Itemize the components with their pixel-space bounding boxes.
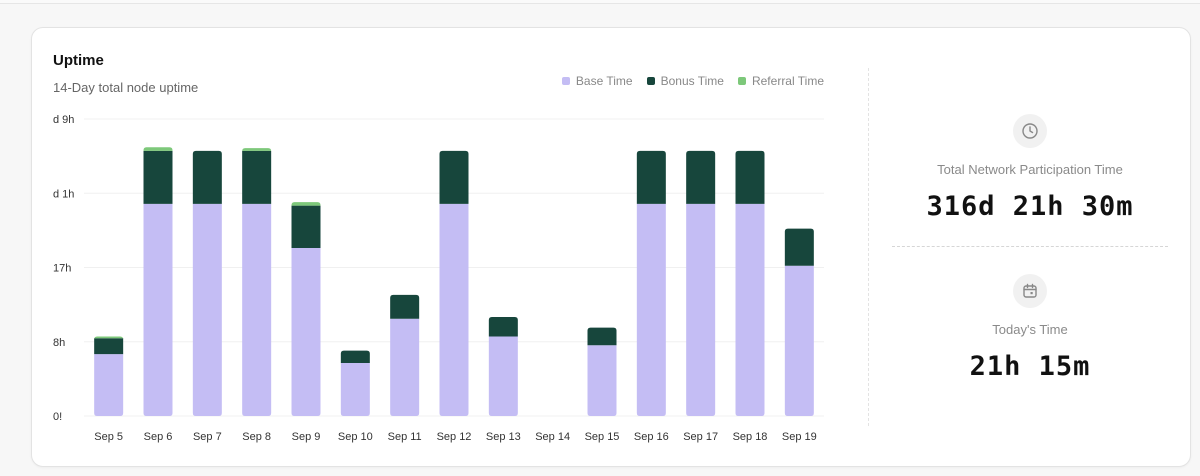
y-tick-label: 8h: [53, 337, 65, 349]
legend-swatch-referral: [737, 77, 746, 85]
total-participation-stat: Total Network Participation Time 316d 21…: [892, 114, 1168, 222]
bar-segment-bonus-time: [735, 150, 765, 204]
bar-segment-referral-time: [94, 336, 124, 340]
x-tick-label: Sep 16: [634, 431, 669, 443]
bar-segment-base-time: [242, 203, 272, 416]
legend-label-bonus: Bonus Time: [660, 74, 724, 88]
bar-segment-base-time: [94, 354, 124, 416]
x-tick-label: Sep 17: [683, 431, 718, 443]
bar-segment-bonus-time: [143, 150, 173, 204]
bar-segment-bonus-time: [686, 150, 716, 204]
card-title: Uptime: [53, 52, 104, 69]
bar-segment-bonus-time: [340, 350, 370, 363]
calendar-icon: [1013, 274, 1047, 308]
bar-segment-bonus-time: [636, 150, 666, 204]
bar-segment-base-time: [439, 203, 469, 416]
todays-time-value: 21h 15m: [969, 351, 1091, 382]
todays-time-stat: Today's Time 21h 15m: [892, 274, 1168, 382]
clock-icon: [1013, 114, 1047, 148]
y-tick-label: 0!: [53, 411, 62, 423]
uptime-card: Uptime 14-Day total node uptime Base Tim…: [31, 27, 1191, 467]
total-participation-label: Total Network Participation Time: [937, 162, 1123, 177]
todays-time-label: Today's Time: [992, 322, 1068, 337]
x-tick-label: Sep 13: [486, 431, 521, 443]
bar-segment-base-time: [587, 345, 617, 416]
top-border: [0, 0, 1200, 4]
bar-segment-bonus-time: [488, 317, 518, 337]
x-tick-label: Sep 5: [94, 431, 123, 443]
bar-segment-base-time: [735, 203, 765, 416]
bar-segment-bonus-time: [587, 327, 617, 346]
stats-divider: [892, 246, 1168, 247]
bar-segment-referral-time: [291, 202, 321, 206]
legend-item-bonus[interactable]: Bonus Time: [646, 74, 724, 88]
bar-segment-base-time: [784, 265, 814, 416]
bar-segment-referral-time: [242, 148, 272, 152]
x-tick-label: Sep 18: [733, 431, 768, 443]
chart-legend: Base Time Bonus Time Referral Time: [561, 74, 824, 88]
bar-segment-bonus-time: [192, 150, 222, 204]
legend-item-referral[interactable]: Referral Time: [737, 74, 824, 88]
y-tick-label: d 9h: [53, 114, 74, 126]
bar-segment-bonus-time: [94, 338, 124, 355]
vertical-divider: [868, 68, 869, 426]
x-tick-label: Sep 7: [193, 431, 222, 443]
card-subtitle: 14-Day total node uptime: [53, 80, 199, 95]
total-participation-value: 316d 21h 30m: [926, 191, 1134, 222]
bar-segment-base-time: [488, 336, 518, 416]
x-tick-label: Sep 15: [585, 431, 620, 443]
bar-segment-base-time: [143, 203, 173, 416]
bar-segment-base-time: [686, 203, 716, 416]
bar-segment-bonus-time: [784, 228, 814, 266]
x-tick-label: Sep 11: [388, 431, 422, 443]
legend-label-base: Base Time: [575, 74, 633, 88]
bar-segment-referral-time: [143, 147, 173, 151]
bar-segment-base-time: [340, 362, 370, 416]
uptime-bar-chart: 0! 8h 17h d 1h d 9h Sep 5 Sep 6 Sep 7 Sep 8 Sep 9…: [53, 114, 824, 443]
legend-item-base[interactable]: Base Time: [561, 74, 633, 88]
x-tick-label: Sep 6: [144, 431, 173, 443]
bar-segment-base-time: [390, 318, 420, 416]
bar-segment-bonus-time: [242, 150, 272, 204]
bar-segment-base-time: [192, 203, 222, 416]
bar-segment-base-time: [636, 203, 666, 416]
y-tick-label: 17h: [53, 263, 71, 275]
y-tick-label: d 1h: [53, 188, 74, 200]
bar-segment-bonus-time: [439, 150, 469, 204]
x-tick-label: Sep 10: [338, 431, 373, 443]
legend-label-referral: Referral Time: [751, 74, 824, 88]
x-tick-label: Sep 14: [535, 431, 570, 443]
bar-segment-bonus-time: [291, 205, 321, 249]
x-tick-label: Sep 12: [437, 431, 472, 443]
x-tick-label: Sep 19: [782, 431, 817, 443]
bar-segment-bonus-time: [390, 294, 420, 319]
legend-swatch-bonus: [646, 77, 655, 85]
x-tick-label: Sep 8: [242, 431, 271, 443]
x-tick-label: Sep 9: [292, 431, 321, 443]
bar-segment-base-time: [291, 248, 321, 416]
legend-swatch-base: [561, 77, 570, 85]
